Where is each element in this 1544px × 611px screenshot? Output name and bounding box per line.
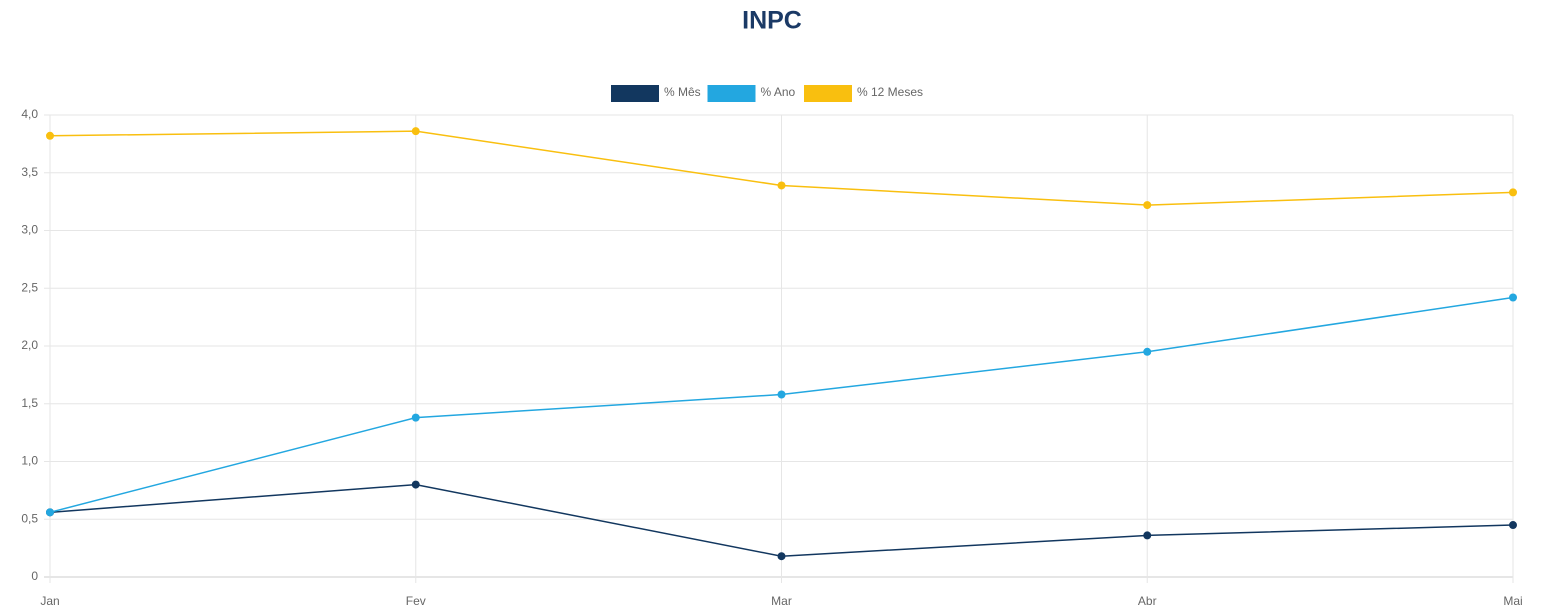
y-tick-label: 2,0: [21, 338, 38, 352]
legend-label: % 12 Meses: [857, 85, 923, 99]
data-point: [1143, 531, 1152, 540]
x-tick-label: Abr: [1138, 594, 1157, 608]
data-point: [777, 390, 786, 399]
x-tick-label: Mai: [1503, 594, 1522, 608]
data-point: [411, 480, 420, 489]
x-tick-label: Mar: [771, 594, 792, 608]
x-tick-label: Fev: [406, 594, 426, 608]
y-tick-label: 4,0: [21, 107, 38, 121]
chart-title: INPC: [742, 7, 802, 35]
y-tick-label: 1,0: [21, 454, 38, 468]
data-point: [46, 131, 54, 140]
data-point: [1509, 521, 1517, 530]
data-point: [1509, 188, 1517, 197]
y-tick-label: 1,5: [21, 396, 38, 410]
y-tick-label: 0,5: [21, 511, 38, 525]
x-tick-label: Jan: [40, 594, 59, 608]
y-tick-label: 3,5: [21, 165, 38, 179]
data-point: [46, 508, 54, 517]
data-point: [411, 127, 420, 136]
data-point: [1143, 347, 1152, 356]
data-point: [1509, 293, 1517, 302]
data-point: [777, 552, 786, 561]
data-point: [1143, 201, 1152, 210]
data-point: [411, 413, 420, 422]
legend-swatch: [707, 85, 756, 102]
y-tick-label: 3,0: [21, 223, 38, 237]
legend-swatch: [804, 85, 852, 102]
y-tick-label: 2,5: [21, 280, 38, 294]
legend-label: % Ano: [761, 85, 796, 99]
legend-label: % Mês: [664, 85, 701, 99]
legend-swatch: [611, 85, 659, 102]
data-point: [777, 181, 786, 190]
y-tick-label: 0: [31, 569, 38, 583]
